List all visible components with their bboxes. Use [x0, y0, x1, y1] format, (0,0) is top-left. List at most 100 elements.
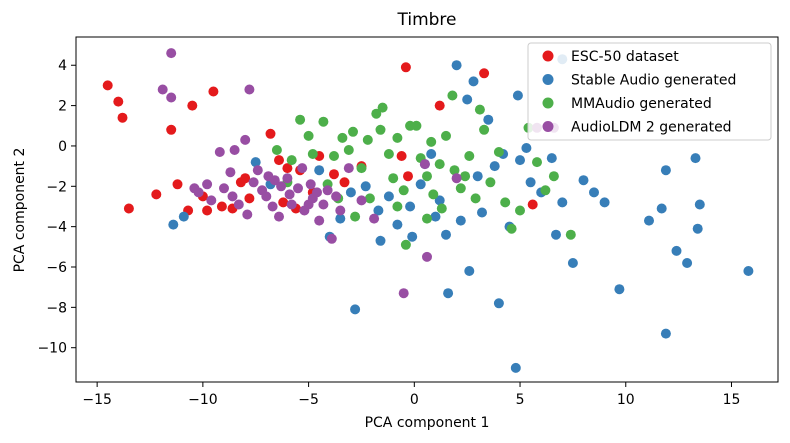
- point-series-1-50: [383, 191, 394, 202]
- point-series-2-1: [286, 155, 297, 166]
- point-series-1-51: [468, 76, 479, 87]
- point-series-3-2: [166, 92, 177, 103]
- point-series-1-15: [434, 195, 445, 206]
- point-series-3-11: [252, 165, 263, 176]
- x-tick-label: −15: [82, 392, 112, 408]
- point-series-2-15: [388, 173, 399, 184]
- point-series-2-29: [485, 177, 496, 188]
- point-series-0-21: [278, 197, 289, 208]
- legend-marker: [542, 97, 554, 109]
- point-series-1-13: [415, 179, 426, 190]
- point-series-2-47: [447, 90, 458, 101]
- point-series-2-7: [337, 132, 348, 143]
- point-series-2-16: [392, 132, 403, 143]
- point-series-1-22: [483, 114, 494, 125]
- point-series-1-41: [682, 258, 693, 268]
- point-series-3-8: [219, 183, 229, 194]
- point-series-3-29: [451, 173, 462, 184]
- point-series-1-30: [557, 197, 568, 208]
- point-series-3-41: [305, 179, 316, 190]
- point-series-3-44: [189, 183, 200, 194]
- point-series-2-23: [441, 130, 451, 141]
- point-series-2-24: [449, 165, 460, 176]
- point-series-3-14: [276, 181, 287, 192]
- point-series-2-26: [464, 151, 475, 161]
- point-series-0-27: [434, 100, 445, 111]
- point-series-1-35: [614, 284, 625, 295]
- point-series-1-54: [512, 90, 523, 101]
- point-series-3-34: [206, 195, 217, 206]
- point-series-2-20: [422, 171, 432, 182]
- point-series-0-8: [123, 203, 134, 214]
- point-series-1-42: [690, 153, 701, 164]
- point-series-1-48: [430, 211, 441, 222]
- point-series-1-4: [314, 165, 325, 176]
- x-tick-label: 10: [617, 392, 635, 408]
- legend-label: ESC-50 dataset: [571, 49, 679, 65]
- point-series-1-44: [692, 223, 703, 234]
- point-series-3-6: [214, 147, 225, 157]
- point-series-1-27: [525, 177, 536, 188]
- legend-marker: [542, 121, 554, 132]
- point-series-0-29: [396, 151, 407, 161]
- point-series-0-15: [244, 193, 255, 204]
- point-series-2-11: [362, 134, 373, 145]
- point-series-2-43: [422, 213, 432, 224]
- point-series-1-6: [335, 213, 346, 224]
- point-series-3-49: [267, 201, 278, 212]
- legend-marker: [542, 74, 554, 85]
- point-series-1-1: [178, 211, 189, 222]
- point-series-0-19: [282, 163, 293, 174]
- point-series-1-40: [671, 245, 682, 256]
- chart-title: Timbre: [396, 10, 456, 30]
- point-series-1-17: [443, 288, 454, 299]
- point-series-2-46: [405, 120, 416, 131]
- point-series-1-20: [472, 171, 483, 182]
- point-series-2-17: [398, 185, 409, 196]
- point-series-3-37: [263, 171, 274, 182]
- point-series-2-21: [426, 136, 437, 147]
- y-axis: −10 −8 −6 −4 −2 0 2 4: [37, 58, 76, 357]
- point-series-3-25: [356, 195, 367, 206]
- point-series-2-38: [565, 229, 576, 240]
- point-series-3-47: [303, 199, 314, 210]
- point-series-1-32: [578, 175, 589, 186]
- point-series-2-4: [307, 149, 318, 159]
- point-series-2-12: [371, 108, 382, 119]
- point-series-2-31: [500, 197, 511, 208]
- point-series-2-25: [455, 183, 466, 194]
- point-series-1-34: [599, 197, 610, 208]
- point-series-1-29: [546, 153, 557, 164]
- point-series-2-22: [434, 159, 445, 170]
- point-series-3-3: [244, 84, 255, 95]
- point-series-3-35: [227, 191, 238, 202]
- point-series-3-45: [202, 179, 213, 190]
- point-series-2-41: [392, 201, 403, 212]
- point-series-1-11: [392, 219, 403, 230]
- point-series-0-6: [151, 189, 162, 200]
- x-axis-label: PCA component 1: [365, 415, 490, 431]
- point-series-2-10: [356, 163, 367, 174]
- point-series-3-42: [318, 199, 329, 210]
- point-series-1-55: [551, 229, 561, 240]
- y-tick-label: 2: [58, 99, 67, 115]
- point-series-0-28: [479, 68, 490, 79]
- legend-label: MMAudio generated: [571, 96, 712, 112]
- point-series-3-15: [282, 173, 293, 184]
- point-series-1-31: [567, 258, 578, 268]
- point-series-0-24: [339, 177, 350, 188]
- point-series-0-17: [265, 128, 276, 139]
- point-series-2-52: [428, 189, 439, 200]
- y-tick-label: −4: [46, 220, 67, 236]
- point-series-3-7: [225, 167, 236, 178]
- point-series-1-21: [477, 207, 487, 218]
- point-series-2-27: [470, 193, 481, 204]
- point-series-0-18: [274, 155, 284, 166]
- point-series-3-26: [369, 213, 380, 224]
- x-axis: −15 −10 −5 0 5 10 15: [82, 382, 740, 408]
- point-series-0-16: [235, 177, 246, 188]
- point-series-2-2: [295, 114, 306, 125]
- point-series-1-39: [660, 328, 671, 339]
- point-series-3-23: [335, 205, 346, 216]
